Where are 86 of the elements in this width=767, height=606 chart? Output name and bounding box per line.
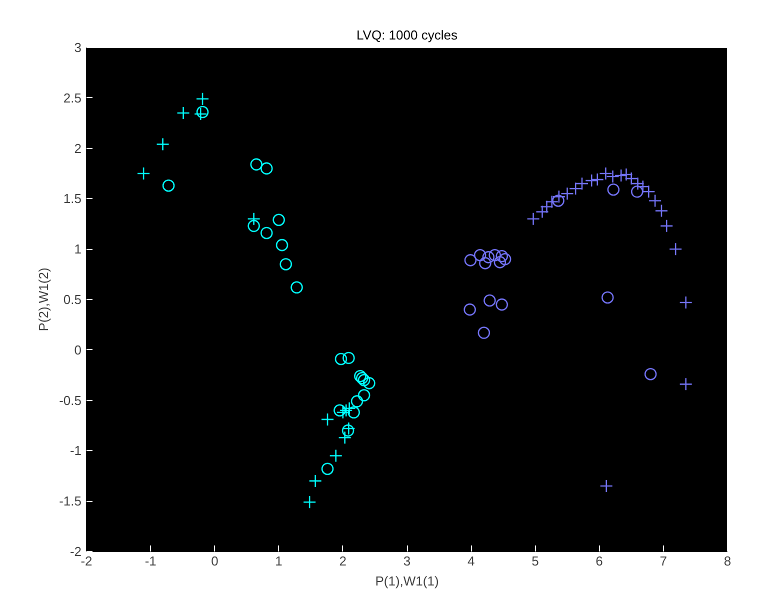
point: [601, 291, 614, 304]
point: [496, 250, 508, 262]
point: [631, 176, 644, 190]
chart-title: LVQ: 1000 cycles: [356, 28, 458, 42]
point: [358, 389, 370, 402]
point: [250, 158, 263, 171]
point: [247, 212, 260, 226]
y-tick-label: 0.5: [63, 292, 82, 307]
point: [644, 368, 657, 380]
point: [196, 92, 210, 106]
point: [320, 412, 334, 426]
point: [350, 395, 364, 408]
point: [338, 430, 352, 444]
x-tick-label: 5: [532, 554, 539, 568]
point: [607, 183, 620, 196]
y-tick-label: -0.5: [59, 392, 82, 408]
point: [342, 424, 354, 437]
point: [156, 138, 170, 151]
point: [620, 168, 633, 182]
point: [248, 220, 260, 232]
point: [496, 298, 508, 311]
y-tick-label: 3: [74, 40, 82, 55]
y-tick-label: -2: [70, 544, 82, 559]
point: [260, 226, 273, 240]
point: [272, 214, 285, 226]
point: [363, 377, 376, 390]
point: [488, 249, 501, 262]
point: [484, 294, 496, 307]
point: [136, 166, 150, 180]
point: [290, 281, 303, 294]
point: [162, 179, 175, 192]
point: [584, 174, 598, 188]
point: [679, 378, 692, 391]
point: [498, 253, 512, 266]
point: [614, 168, 628, 182]
point: [648, 194, 662, 208]
point: [606, 170, 620, 184]
point: [482, 251, 495, 264]
point: [308, 474, 322, 488]
point: [494, 256, 506, 268]
point: [276, 238, 288, 252]
y-tick-label: 1: [74, 242, 82, 257]
point: [654, 204, 668, 218]
point: [196, 106, 209, 118]
point: [600, 479, 613, 493]
x-tick-label: 3: [403, 554, 411, 568]
point: [176, 106, 190, 120]
x-tick-label: 6: [596, 554, 603, 568]
x-tick-label: 1: [275, 554, 282, 568]
y-tick-label: -1.5: [59, 494, 82, 509]
point: [260, 162, 273, 175]
x-tick-label: 2: [339, 554, 347, 568]
point: [342, 422, 356, 436]
point: [302, 495, 316, 509]
point: [478, 326, 490, 339]
y-tick-label: -1: [70, 443, 82, 458]
point: [194, 107, 208, 121]
y-tick-label: 1.5: [63, 191, 82, 206]
point: [660, 219, 674, 233]
y-axis-title: P(2),W1(2): [36, 268, 52, 332]
y-tick-label: 2.5: [63, 90, 82, 106]
x-tick-label: -1: [144, 554, 156, 568]
x-tick-label: 8: [724, 554, 732, 568]
point: [668, 242, 682, 256]
point: [679, 296, 692, 310]
point: [464, 303, 476, 316]
point: [342, 352, 355, 364]
point: [474, 249, 486, 262]
x-axis-title: P(1),W1(1): [375, 574, 439, 588]
point: [624, 172, 638, 186]
point: [464, 254, 477, 266]
point: [334, 404, 346, 417]
point: [348, 406, 360, 419]
x-tick-label: 0: [211, 554, 218, 568]
x-tick-label: 4: [467, 554, 475, 568]
point: [642, 184, 656, 198]
y-tick-label: 2: [74, 140, 82, 156]
point: [280, 258, 292, 270]
point: [334, 352, 348, 366]
point: [479, 257, 492, 270]
point: [552, 194, 564, 207]
x-tick-label: 7: [660, 554, 668, 568]
point: [339, 404, 353, 418]
y-tick-label: 0: [74, 342, 82, 358]
point: [321, 462, 334, 475]
point: [329, 449, 342, 462]
